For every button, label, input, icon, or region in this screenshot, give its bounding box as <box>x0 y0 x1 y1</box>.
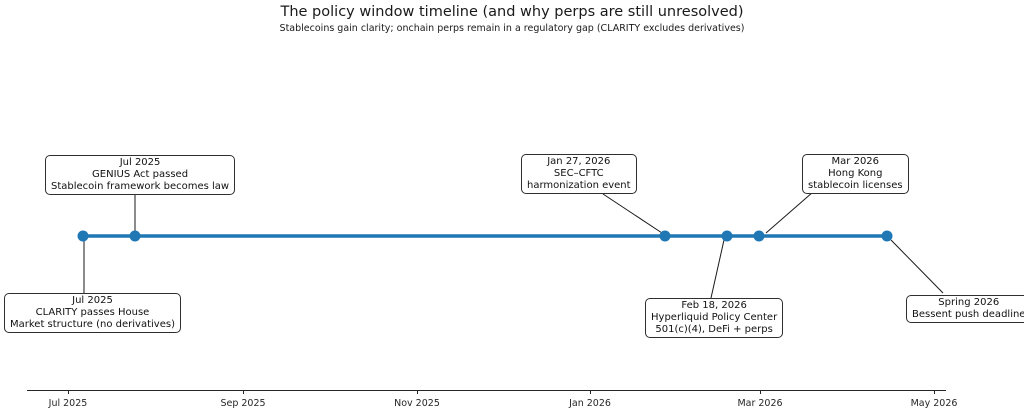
leader-line-hong-kong <box>765 191 814 234</box>
leader-line-bessent <box>890 239 944 294</box>
x-axis-tick <box>417 390 418 394</box>
annotation-date: Spring 2026 <box>938 297 1000 308</box>
x-axis-tick-label: Jan 2026 <box>569 398 611 409</box>
annotation-hong-kong: Mar 2026 Hong Kong stablecoin licenses <box>802 154 909 194</box>
annotation-detail: harmonization event <box>527 180 631 191</box>
annotation-date: Jan 27, 2026 <box>547 156 611 167</box>
annotation-label: Bessent push deadline <box>912 309 1024 320</box>
x-axis-tick-label: Mar 2026 <box>737 398 783 409</box>
annotation-detail: 501(c)(4), DeFi + perps <box>655 324 773 335</box>
annotation-label: Hong Kong <box>828 168 883 179</box>
annotation-date: Feb 18, 2026 <box>681 300 747 311</box>
marker-bessent <box>881 230 893 242</box>
annotation-hyperliquid: Feb 18, 2026 Hyperliquid Policy Center 5… <box>645 298 784 338</box>
annotation-label: GENIUS Act passed <box>92 169 189 180</box>
annotation-label: Hyperliquid Policy Center <box>651 312 778 323</box>
annotation-genius-act: Jul 2025 GENIUS Act passed Stablecoin fr… <box>45 155 236 195</box>
x-axis-tick <box>68 390 69 394</box>
x-axis-tick <box>590 390 591 394</box>
marker-clarity-house <box>77 230 89 242</box>
annotation-detail: Stablecoin framework becomes law <box>51 181 230 192</box>
annotation-label: CLARITY passes House <box>35 307 150 318</box>
x-axis-tick-label: May 2026 <box>910 398 958 409</box>
annotation-date: Mar 2026 <box>831 156 880 167</box>
leader-line-hyperliquid <box>710 239 725 299</box>
annotation-label: SEC–CFTC <box>553 168 604 179</box>
x-axis-tick-label: Sep 2025 <box>220 398 266 409</box>
leader-line-sec-cftc <box>602 193 663 234</box>
marker-sec-cftc <box>659 230 671 242</box>
x-axis-tick <box>934 390 935 394</box>
marker-hyperliquid <box>721 230 733 242</box>
annotation-bessent: Spring 2026 Bessent push deadline <box>906 295 1024 323</box>
marker-genius-act <box>129 230 141 242</box>
marker-hong-kong <box>753 230 765 242</box>
annotation-detail: stablecoin licenses <box>808 180 903 191</box>
x-axis-line <box>27 390 946 391</box>
annotation-sec-cftc: Jan 27, 2026 SEC–CFTC harmonization even… <box>521 154 637 194</box>
chart-subtitle: Stablecoins gain clarity; onchain perps … <box>279 23 745 34</box>
annotation-date: Jul 2025 <box>119 157 161 168</box>
x-axis-tick <box>760 390 761 394</box>
annotation-clarity-house: Jul 2025 CLARITY passes House Market str… <box>4 293 181 333</box>
annotation-date: Jul 2025 <box>72 295 113 306</box>
x-axis-tick-label: Jul 2025 <box>48 398 88 409</box>
x-axis-tick <box>243 390 244 394</box>
annotation-detail: Market structure (no derivatives) <box>10 319 175 330</box>
chart-title: The policy window timeline (and why perp… <box>280 4 744 20</box>
x-axis-tick-label: Nov 2025 <box>394 398 440 409</box>
